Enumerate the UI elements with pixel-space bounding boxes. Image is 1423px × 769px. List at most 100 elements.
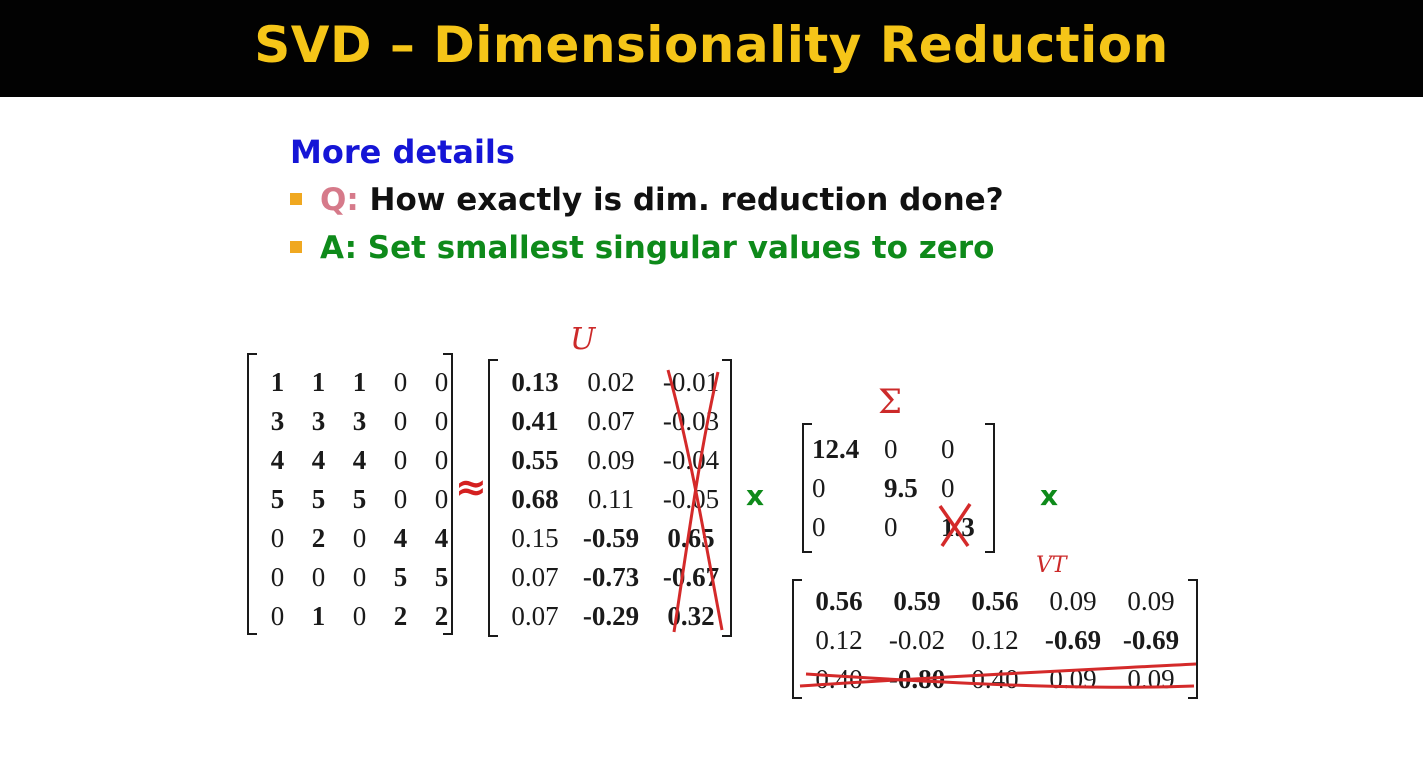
bullet-square-icon bbox=[290, 192, 302, 205]
matrix-cell: 9.5 bbox=[884, 473, 918, 503]
matrix-cell: 1 bbox=[311, 367, 326, 397]
matrix-cell: 0 bbox=[352, 601, 367, 631]
bracket-right bbox=[722, 359, 732, 637]
bracket-right bbox=[1188, 579, 1198, 699]
matrix-cell: 2 bbox=[311, 523, 326, 553]
matrix-cell: 0 bbox=[884, 434, 898, 464]
matrix-cell: 2 bbox=[434, 601, 449, 631]
matrix-cell: 0.07 bbox=[511, 601, 559, 631]
matrix-sigma-grid: 12.4 0 0 0 9.5 0 0 0 1.3 bbox=[812, 430, 991, 547]
matrix-sigma: 12.4 0 0 0 9.5 0 0 0 1.3 bbox=[802, 423, 995, 553]
answer-text: A: Set smallest singular values to zero bbox=[320, 230, 995, 266]
annotation-sigma: Σ bbox=[878, 382, 903, 422]
matrix-cell: 0.11 bbox=[587, 484, 635, 514]
annotation-u: U bbox=[570, 322, 596, 357]
matrix-cell: -0.69 bbox=[1122, 625, 1180, 655]
matrix-cell: 1 bbox=[352, 367, 367, 397]
matrix-cell: 4 bbox=[311, 445, 326, 475]
bullet-answer: A: Set smallest singular values to zero bbox=[290, 228, 994, 268]
bracket-right bbox=[985, 423, 995, 553]
matrix-cell: -0.73 bbox=[582, 562, 640, 592]
matrix-cell: 0 bbox=[393, 445, 408, 475]
bracket-left bbox=[792, 579, 802, 699]
matrix-cell: -0.29 bbox=[582, 601, 640, 631]
matrix-cell: 0.40 bbox=[815, 664, 863, 694]
matrix-cell: 0 bbox=[434, 406, 449, 436]
matrix-cell: 0.09 bbox=[1049, 586, 1097, 616]
matrix-cell: 0 bbox=[434, 484, 449, 514]
matrix-cell: -0.05 bbox=[662, 484, 720, 514]
matrix-cell: 0 bbox=[434, 367, 449, 397]
matrix-cell: 0.09 bbox=[1049, 664, 1097, 694]
matrix-cell: 1 bbox=[311, 601, 326, 631]
matrix-cell: -0.04 bbox=[662, 445, 720, 475]
matrix-cell: 5 bbox=[352, 484, 367, 514]
matrix-cell: -0.02 bbox=[888, 625, 946, 655]
approx-operator: ≈ bbox=[455, 465, 487, 509]
matrix-cell: 5 bbox=[311, 484, 326, 514]
matrix-cell: 2 bbox=[393, 601, 408, 631]
times-operator-1: x bbox=[746, 479, 765, 512]
matrix-cell: 0 bbox=[941, 473, 955, 503]
matrix-cell: 1 bbox=[270, 367, 285, 397]
matrix-cell: 4 bbox=[393, 523, 408, 553]
matrix-cell: 0.15 bbox=[511, 523, 559, 553]
matrix-cell: 5 bbox=[434, 562, 449, 592]
matrix-cell: 0 bbox=[812, 473, 826, 503]
bracket-left bbox=[802, 423, 812, 553]
matrix-cell: 0 bbox=[270, 562, 285, 592]
matrix-cell: 0 bbox=[270, 523, 285, 553]
matrix-cell: -0.03 bbox=[662, 406, 720, 436]
matrix-cell: 0.56 bbox=[815, 586, 863, 616]
matrix-cell: 4 bbox=[352, 445, 367, 475]
matrix-cell: 5 bbox=[393, 562, 408, 592]
matrix-cell: -0.01 bbox=[662, 367, 720, 397]
matrix-vt: 0.56 0.59 0.56 0.09 0.09 0.12 -0.02 0.12 -0.69 -0… bbox=[792, 579, 1198, 699]
matrix-u-grid: 0.13 0.02 -0.01 0.41 0.07 -0.03 0.55 0.09 -0.04 0… bbox=[498, 363, 732, 636]
matrix-u: 0.13 0.02 -0.01 0.41 0.07 -0.03 0.55 0.09 -0.04 0… bbox=[488, 359, 732, 637]
matrix-cell: 0 bbox=[393, 484, 408, 514]
question-label: Q: bbox=[320, 182, 359, 218]
matrix-cell: 3 bbox=[311, 406, 326, 436]
matrix-cell: 0.12 bbox=[971, 625, 1019, 655]
annotation-vt: VT bbox=[1036, 553, 1067, 578]
matrix-cell: 0 bbox=[352, 523, 367, 553]
matrix-cell: 0 bbox=[352, 562, 367, 592]
times-operator-2: x bbox=[1040, 479, 1059, 512]
matrix-cell: 0.59 bbox=[893, 586, 941, 616]
matrix-cell: 0 bbox=[812, 512, 826, 542]
title-bar: SVD – Dimensionality Reduction bbox=[0, 0, 1423, 97]
matrix-cell: 3 bbox=[270, 406, 285, 436]
matrix-cell: 0.40 bbox=[971, 664, 1019, 694]
matrix-cell: 0.13 bbox=[511, 367, 559, 397]
question-text: How exactly is dim. reduction done? bbox=[369, 182, 1004, 218]
bullet-question: Q: How exactly is dim. reduction done? bbox=[290, 180, 1004, 220]
matrix-cell: 0.65 bbox=[667, 523, 715, 553]
matrix-cell: 0.09 bbox=[587, 445, 635, 475]
matrix-cell: 3 bbox=[352, 406, 367, 436]
matrix-cell: 0.68 bbox=[511, 484, 559, 514]
matrix-cell: 0.12 bbox=[815, 625, 863, 655]
matrix-cell: 0 bbox=[393, 406, 408, 436]
matrix-cell: 12.4 bbox=[812, 434, 860, 464]
slide-title: SVD – Dimensionality Reduction bbox=[254, 16, 1169, 74]
matrix-cell: 0.41 bbox=[511, 406, 559, 436]
matrix-cell: 0 bbox=[434, 445, 449, 475]
section-heading: More details bbox=[290, 133, 515, 171]
matrix-cell: 1.3 bbox=[941, 512, 975, 542]
matrix-cell: -0.59 bbox=[582, 523, 640, 553]
matrix-cell: 4 bbox=[270, 445, 285, 475]
matrix-cell: 0.09 bbox=[1127, 586, 1175, 616]
bracket-left bbox=[488, 359, 498, 637]
matrix-cell: -0.80 bbox=[888, 664, 946, 694]
matrix-cell: 0.32 bbox=[667, 601, 715, 631]
matrix-cell: 4 bbox=[434, 523, 449, 553]
bullet-square-icon bbox=[290, 240, 302, 253]
matrix-cell: 0.55 bbox=[511, 445, 559, 475]
matrix-vt-grid: 0.56 0.59 0.56 0.09 0.09 0.12 -0.02 0.12 -0.69 -0… bbox=[800, 582, 1190, 699]
matrix-cell: 0 bbox=[941, 434, 955, 464]
matrix-cell: 0 bbox=[311, 562, 326, 592]
matrix-cell: 0.09 bbox=[1127, 664, 1175, 694]
